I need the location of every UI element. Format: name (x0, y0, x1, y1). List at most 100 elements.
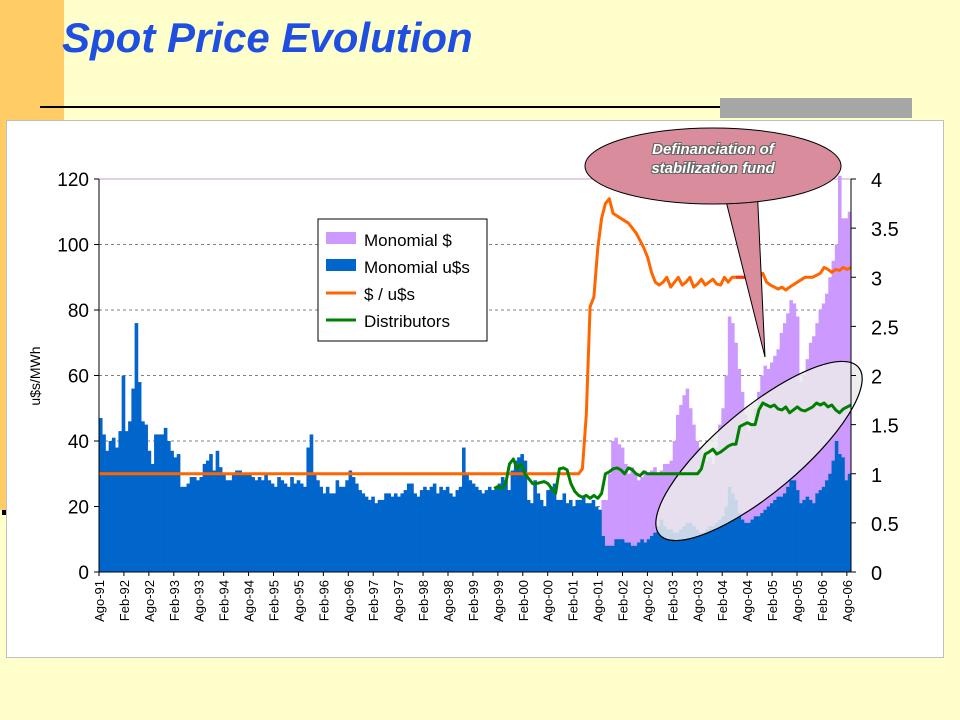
bar-monomial-usd (202, 463, 207, 572)
bar-monomial-pesos (802, 375, 806, 572)
bar-monomial-usd (423, 486, 427, 572)
bar-monomial-usd (585, 503, 589, 572)
x-tick-label: Feb-02 (615, 580, 630, 621)
bar-monomial-usd (449, 493, 453, 572)
x-tick-label: Ago-00 (541, 580, 556, 622)
bar-monomial-usd (241, 473, 246, 572)
bar-monomial-usd (150, 463, 155, 572)
bar-monomial-pesos (646, 473, 651, 572)
bar-monomial-usd (552, 483, 557, 572)
bar-monomial-usd (429, 486, 434, 572)
bar-monomial-usd (656, 526, 661, 572)
bar-monomial-usd (627, 542, 631, 572)
x-tick-label: Ago-95 (291, 580, 306, 622)
bar-monomial-usd (299, 483, 304, 572)
bar-monomial-usd (487, 486, 492, 572)
bar-monomial-usd (345, 480, 349, 572)
bar-monomial-usd (280, 480, 285, 572)
bar-monomial-usd (189, 477, 194, 572)
bar-monomial-usd (163, 427, 168, 572)
bar-monomial-usd (753, 516, 758, 572)
bar-monomial-usd (290, 477, 294, 572)
x-tick-label: Feb-00 (516, 580, 531, 621)
right-tick-label: 4 (871, 170, 882, 192)
x-tick-label: Ago-04 (740, 580, 755, 622)
bar-monomial-usd (714, 522, 719, 572)
bar-monomial-usd (131, 388, 135, 572)
bar-monomial-usd (176, 454, 181, 572)
bar-monomial-usd (565, 503, 570, 572)
bar-monomial-usd (721, 516, 725, 572)
bar-monomial-usd (633, 545, 638, 572)
x-tick-label: Feb-95 (266, 580, 281, 621)
bar-monomial-usd (231, 473, 236, 572)
bar-monomial-usd (413, 493, 417, 572)
bar-monomial-usd (348, 470, 353, 572)
x-tick-label: Feb-96 (316, 580, 331, 621)
bar-monomial-usd (494, 486, 498, 572)
legend-monomial-usd: Monomial u$s (364, 258, 470, 277)
corner-decoration (720, 98, 912, 118)
right-tick-label: 3.5 (871, 219, 899, 241)
bar-monomial-usd (598, 509, 602, 572)
bar-monomial-usd (351, 477, 356, 572)
x-tick-label: Feb-97 (366, 580, 381, 621)
bar-monomial-usd (711, 526, 716, 572)
spot-price-chart: 0 20 40 60 80 100 120 0 0.5 1 1.5 2 2.5 3 3.5 4 u$s/MWh A… (27, 127, 899, 622)
bar-monomial-usd (442, 490, 447, 572)
bar-monomial-usd (805, 496, 810, 572)
x-tick-label: Ago-02 (640, 580, 655, 622)
x-tick-label: Ago-92 (142, 580, 157, 622)
x-tick-label: Feb-98 (416, 580, 431, 621)
bar-monomial-usd (799, 503, 803, 572)
bar-monomial-usd (792, 480, 797, 572)
bar-monomial-usd (361, 493, 366, 572)
bar-monomial-usd (167, 441, 171, 572)
bar-monomial-pesos (650, 470, 654, 572)
bar-monomial-usd (309, 434, 314, 572)
x-tick-label: Feb-99 (466, 580, 481, 621)
bar-monomial-usd (594, 506, 599, 572)
x-tick-label: Feb-01 (566, 580, 581, 621)
bar-monomial-usd (251, 477, 255, 572)
bar-monomial-usd (679, 529, 683, 572)
bar-monomial-usd (776, 496, 780, 572)
right-tick-label: 0 (871, 563, 882, 585)
bar-monomial-usd (620, 539, 625, 572)
bar-monomial-usd (750, 519, 755, 572)
bar-monomial-usd (160, 434, 165, 572)
bar-monomial-usd (591, 499, 596, 572)
bar-monomial-usd (244, 473, 249, 572)
bar-monomial-pesos (799, 382, 803, 572)
bar-monomial-usd (760, 513, 764, 572)
bar-monomial-usd (157, 434, 161, 572)
bar-monomial-usd (270, 483, 275, 572)
bar-monomial-usd (734, 499, 738, 572)
bar-monomial-usd (419, 490, 424, 572)
x-tick-label: Ago-99 (491, 580, 506, 622)
x-tick-label: Feb-04 (715, 580, 730, 621)
bar-monomial-usd (650, 535, 654, 572)
bar-monomial-pesos (607, 473, 612, 572)
bar-monomial-usd (332, 493, 336, 572)
bar-monomial-usd (724, 506, 729, 572)
bar-monomial-usd (731, 493, 735, 572)
bar-monomial-usd (170, 450, 174, 572)
bar-monomial-usd (740, 519, 745, 572)
right-tick-label: 0.5 (871, 514, 899, 536)
callout-label: Definanciation of stabilization fund (651, 141, 775, 177)
bar-monomial-usd (708, 526, 712, 572)
bar-monomial-usd (630, 545, 635, 572)
right-tick-label: 1 (871, 465, 882, 487)
x-tick-label: Feb-03 (665, 580, 680, 621)
bar-monomial-usd (695, 529, 699, 572)
left-tick-label: 0 (78, 563, 89, 584)
bar-monomial-usd (815, 493, 819, 572)
bar-monomial-usd (692, 526, 696, 572)
bar-monomial-usd (601, 535, 605, 572)
bar-monomial-pesos (643, 470, 648, 572)
bar-monomial-usd (296, 480, 301, 572)
right-tick-label: 2 (871, 367, 882, 389)
bar-monomial-usd (614, 539, 618, 572)
bar-monomial-usd (517, 457, 521, 572)
